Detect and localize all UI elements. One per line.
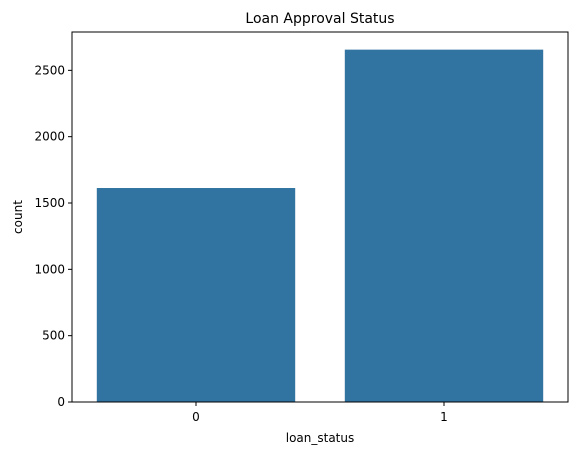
x-axis-label: loan_status: [286, 431, 355, 445]
y-tick-label: 500: [42, 329, 65, 343]
bar-0: [97, 188, 295, 402]
y-tick-label: 0: [57, 395, 65, 409]
y-tick-label: 1500: [34, 196, 65, 210]
bars-group: [97, 50, 543, 402]
bar-1: [345, 50, 543, 402]
x-tick-label: 0: [192, 410, 200, 424]
y-axis-ticks: 0 500 1000 1500 2000 2500: [34, 63, 72, 409]
y-tick-label: 2500: [34, 63, 65, 77]
y-tick-label: 2000: [34, 130, 65, 144]
x-tick-label: 1: [440, 410, 448, 424]
y-axis-label: count: [11, 200, 25, 234]
chart-title: Loan Approval Status: [245, 11, 394, 27]
y-tick-label: 1000: [34, 262, 65, 276]
